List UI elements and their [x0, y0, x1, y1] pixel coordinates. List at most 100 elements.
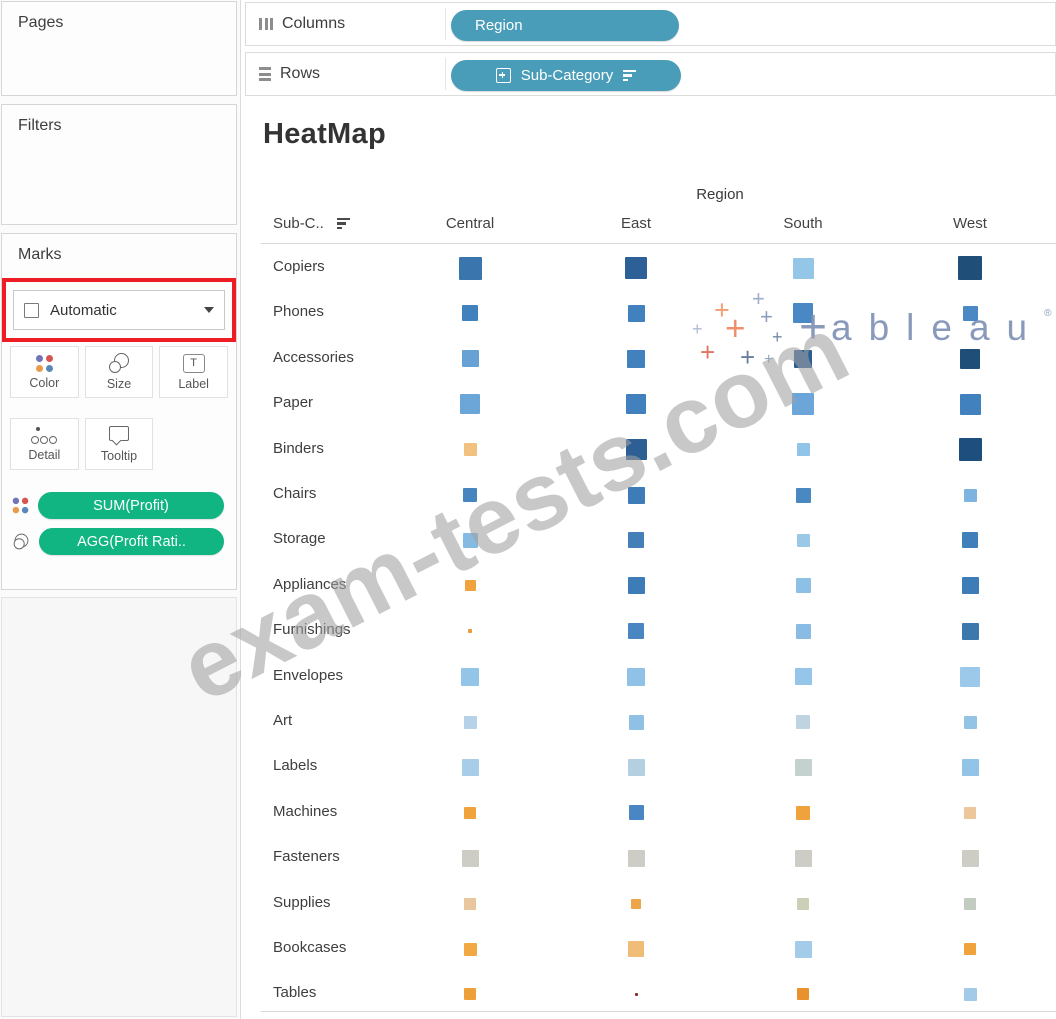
row-label-bookcases[interactable]: Bookcases [273, 939, 347, 956]
heatmap-cell[interactable] [463, 443, 477, 457]
heatmap-cell[interactable] [796, 443, 810, 457]
heatmap-cell[interactable] [628, 805, 644, 821]
heatmap-cell[interactable] [792, 257, 814, 279]
heatmap-cell[interactable] [464, 897, 476, 910]
heatmap-cell[interactable] [796, 715, 810, 729]
row-label-supplies[interactable]: Supplies [273, 893, 331, 911]
heatmap-cell[interactable] [628, 714, 644, 730]
region-pill[interactable]: Region [451, 10, 679, 41]
heatmap-cell[interactable] [958, 438, 982, 462]
row-label-labels[interactable]: Labels [273, 757, 318, 775]
rows-shelf[interactable]: Rows Sub-Category [245, 52, 1056, 96]
row-label-fasteners[interactable]: Fasteners [273, 848, 340, 866]
heatmap-cell[interactable] [626, 394, 646, 415]
heatmap-cell[interactable] [961, 622, 979, 640]
heatmap-cell[interactable] [463, 488, 477, 502]
heatmap-cell[interactable] [461, 350, 479, 368]
label-button[interactable]: Label [159, 346, 228, 398]
heatmap-cell[interactable] [793, 303, 813, 324]
row-label-art[interactable]: Art [273, 712, 293, 729]
heatmap-cell[interactable] [627, 758, 645, 776]
heatmap-cell[interactable] [464, 988, 476, 1001]
sort-descending-icon[interactable] [336, 217, 350, 230]
detail-button[interactable]: Detail [10, 418, 79, 470]
heatmap-cell[interactable] [627, 849, 645, 867]
row-field-header[interactable]: Sub-C.. [273, 215, 350, 232]
heatmap-cell[interactable] [797, 988, 809, 1001]
heatmap-cell[interactable] [461, 667, 479, 686]
heatmap-cell[interactable] [792, 393, 814, 416]
heatmap-cell[interactable] [794, 849, 812, 867]
heatmap-cell[interactable] [627, 349, 645, 368]
heatmap-cell[interactable] [961, 849, 979, 867]
column-header-east[interactable]: East [620, 215, 651, 232]
heatmap-cell[interactable] [962, 305, 978, 321]
columns-shelf[interactable]: Columns Region [245, 2, 1056, 46]
sub-category-pill[interactable]: Sub-Category [451, 60, 681, 91]
pages-shelf[interactable]: Pages [1, 1, 237, 96]
heatmap-cell[interactable] [631, 898, 641, 909]
mark-type-dropdown[interactable]: Automatic [13, 290, 225, 330]
column-header-south[interactable]: South [783, 215, 823, 232]
row-label-binders[interactable]: Binders [273, 439, 324, 457]
heatmap-cell[interactable] [627, 486, 645, 504]
heatmap-cell[interactable] [963, 488, 977, 502]
heatmap-cell[interactable] [461, 758, 479, 776]
heatmap-cell[interactable] [628, 941, 644, 957]
heatmap-cell[interactable] [627, 577, 645, 595]
heatmap-cell[interactable] [461, 849, 479, 867]
heatmap-cell[interactable] [625, 439, 647, 461]
heatmap-cell[interactable] [794, 758, 812, 776]
heatmap-cell[interactable] [458, 256, 482, 280]
color-button[interactable]: Color [10, 346, 79, 398]
heatmap-cell[interactable] [462, 305, 478, 322]
heatmap-cell[interactable] [963, 715, 977, 729]
row-label-storage[interactable]: Storage [273, 530, 326, 548]
row-label-tables[interactable]: Tables [273, 984, 317, 1002]
heatmap-cell[interactable] [464, 580, 476, 592]
heatmap-cell[interactable] [797, 897, 809, 910]
heatmap-cell[interactable] [964, 897, 976, 910]
heatmap-cell[interactable] [964, 943, 976, 955]
column-header-west[interactable]: West [953, 215, 987, 232]
row-label-copiers[interactable]: Copiers [273, 258, 325, 275]
sort-descending-icon[interactable] [623, 69, 637, 82]
heatmap-cell[interactable] [958, 256, 982, 280]
heatmap-cell[interactable] [464, 806, 476, 819]
heatmap-cell[interactable] [796, 533, 810, 547]
heatmap-cell[interactable] [627, 304, 645, 322]
heatmap-cell[interactable] [794, 349, 812, 368]
heatmap-cell[interactable] [460, 394, 480, 415]
field-pill-sum-profit[interactable]: SUM(Profit) [38, 492, 224, 519]
heatmap-cell[interactable] [463, 942, 477, 956]
row-label-appliances[interactable]: Appliances [273, 575, 347, 593]
heatmap-cell[interactable] [964, 806, 976, 819]
heatmap-cell[interactable] [796, 805, 810, 820]
heatmap-cell[interactable] [794, 940, 812, 958]
heatmap-cell[interactable] [795, 487, 811, 503]
heatmap-cell[interactable] [794, 668, 812, 686]
heatmap-cell[interactable] [961, 758, 979, 776]
row-label-accessories[interactable]: Accessories [273, 348, 354, 366]
heatmap-cell[interactable] [463, 715, 477, 729]
heatmap-cell[interactable] [628, 623, 644, 640]
size-button[interactable]: Size [84, 346, 154, 398]
field-pill-agg-profit-ratio[interactable]: AGG(Profit Rati.. [39, 528, 224, 555]
row-label-paper[interactable]: Paper [273, 394, 314, 412]
row-label-chairs[interactable]: Chairs [273, 485, 317, 502]
heatmap-cell[interactable] [963, 987, 977, 1001]
filters-shelf[interactable]: Filters [1, 104, 237, 225]
heatmap-cell[interactable] [962, 532, 978, 549]
heatmap-cell[interactable] [628, 532, 644, 549]
heatmap-cell[interactable] [959, 393, 981, 415]
column-header-central[interactable]: Central [445, 215, 495, 232]
heatmap-cell[interactable] [627, 667, 645, 686]
heatmap-cell[interactable] [795, 623, 811, 639]
heatmap-cell[interactable] [634, 992, 638, 996]
heatmap-cell[interactable] [462, 532, 478, 548]
heatmap-cell[interactable] [961, 577, 979, 595]
heatmap-cell[interactable] [625, 257, 647, 279]
heatmap-cell[interactable] [795, 578, 811, 594]
row-label-envelopes[interactable]: Envelopes [273, 666, 344, 684]
row-label-machines[interactable]: Machines [273, 802, 338, 820]
